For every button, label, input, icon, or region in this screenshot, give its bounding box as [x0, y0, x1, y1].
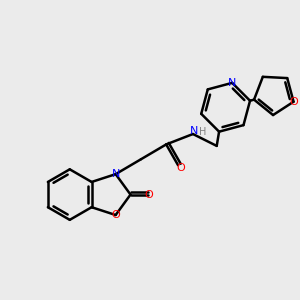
Text: N: N	[190, 126, 199, 136]
Text: H: H	[199, 127, 206, 136]
Text: N: N	[112, 169, 120, 179]
Text: O: O	[177, 163, 185, 173]
Text: O: O	[144, 190, 153, 200]
Text: O: O	[111, 210, 120, 220]
Text: O: O	[289, 97, 298, 107]
Text: N: N	[228, 78, 236, 88]
